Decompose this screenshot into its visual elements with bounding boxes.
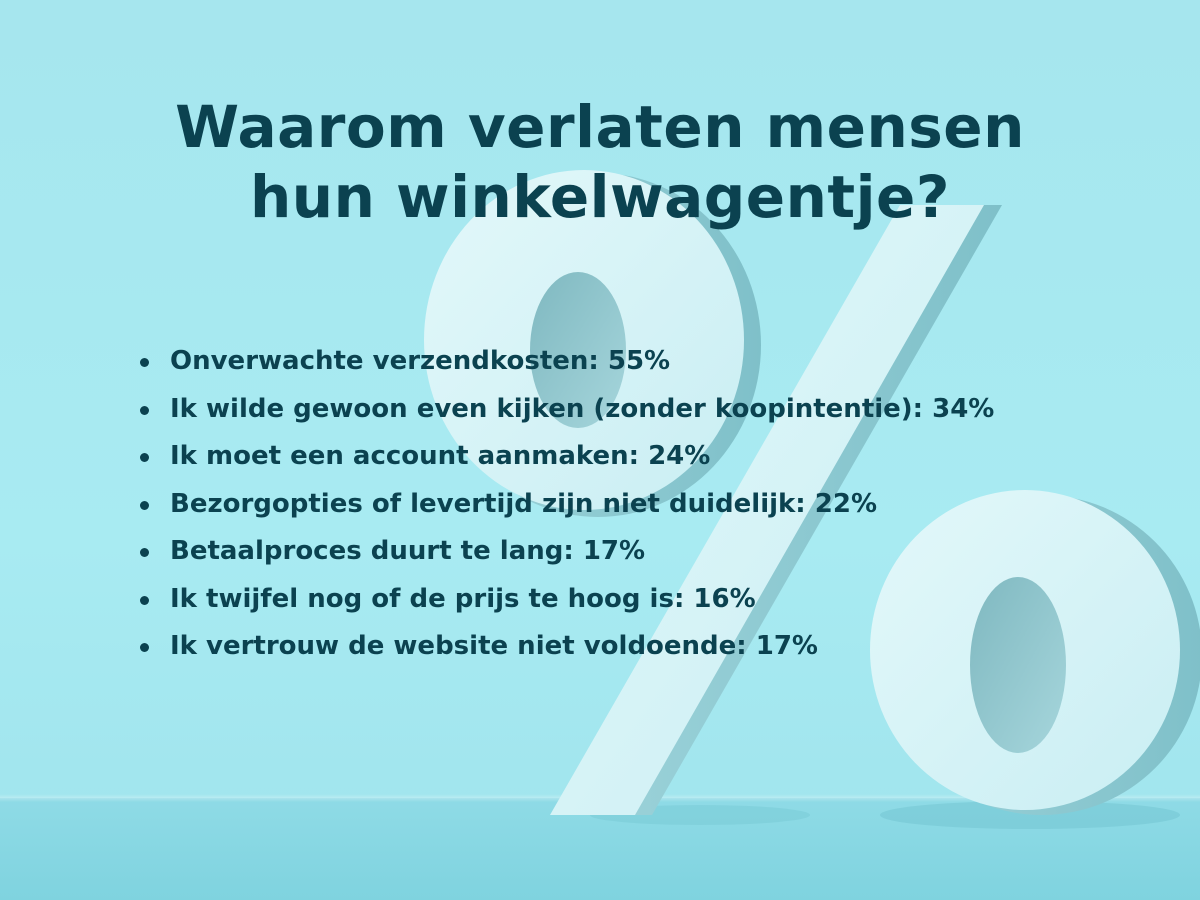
- list-item-text: Onverwachte verzendkosten: 55%: [170, 346, 671, 376]
- title-line-1: Waarom verlaten mensen: [175, 93, 1025, 161]
- list-item-text: Betaalproces duurt te lang: 17%: [170, 536, 646, 566]
- lower-circle-hole: [970, 577, 1066, 753]
- bullet-icon: [140, 453, 149, 462]
- bullet-icon: [140, 548, 149, 557]
- bullet-icon: [140, 643, 149, 652]
- list-item: Ik moet een account aanmaken: 24%: [140, 433, 994, 481]
- bullet-icon: [140, 595, 149, 605]
- list-item: Ik vertrouw de website niet voldoende: 1…: [140, 623, 994, 671]
- list-item: Bezorgopties of levertijd zijn niet duid…: [140, 481, 994, 529]
- list-item-text: Ik wilde gewoon even kijken (zonder koop…: [170, 393, 995, 424]
- list-item: Ik wilde gewoon even kijken (zonder koop…: [140, 386, 994, 434]
- reasons-list: Onverwachte verzendkosten: 55% Ik wilde …: [140, 338, 994, 671]
- list-item: Onverwachte verzendkosten: 55%: [140, 338, 994, 386]
- slash-face: [550, 205, 984, 815]
- list-item-text: Ik vertrouw de website niet voldoende: 1…: [170, 631, 818, 661]
- upper-circle-hole: [530, 272, 626, 428]
- shadow-lower-circle: [880, 801, 1180, 829]
- list-item: Ik twijfel nog of de prijs te hoog is: 1…: [140, 576, 994, 624]
- title-line-2: hun winkelwagentje?: [249, 163, 950, 231]
- bullet-icon: [140, 405, 149, 415]
- page-title: Waarom verlaten mensen hun winkelwagentj…: [0, 92, 1200, 232]
- list-item: Betaalproces duurt te lang: 17%: [140, 528, 994, 576]
- list-item-text: Ik twijfel nog of de prijs te hoog is: 1…: [170, 583, 756, 614]
- list-item-text: Bezorgopties of levertijd zijn niet duid…: [170, 488, 877, 519]
- bullet-icon: [140, 358, 149, 367]
- bullet-icon: [140, 500, 149, 510]
- list-item-text: Ik moet een account aanmaken: 24%: [170, 441, 711, 471]
